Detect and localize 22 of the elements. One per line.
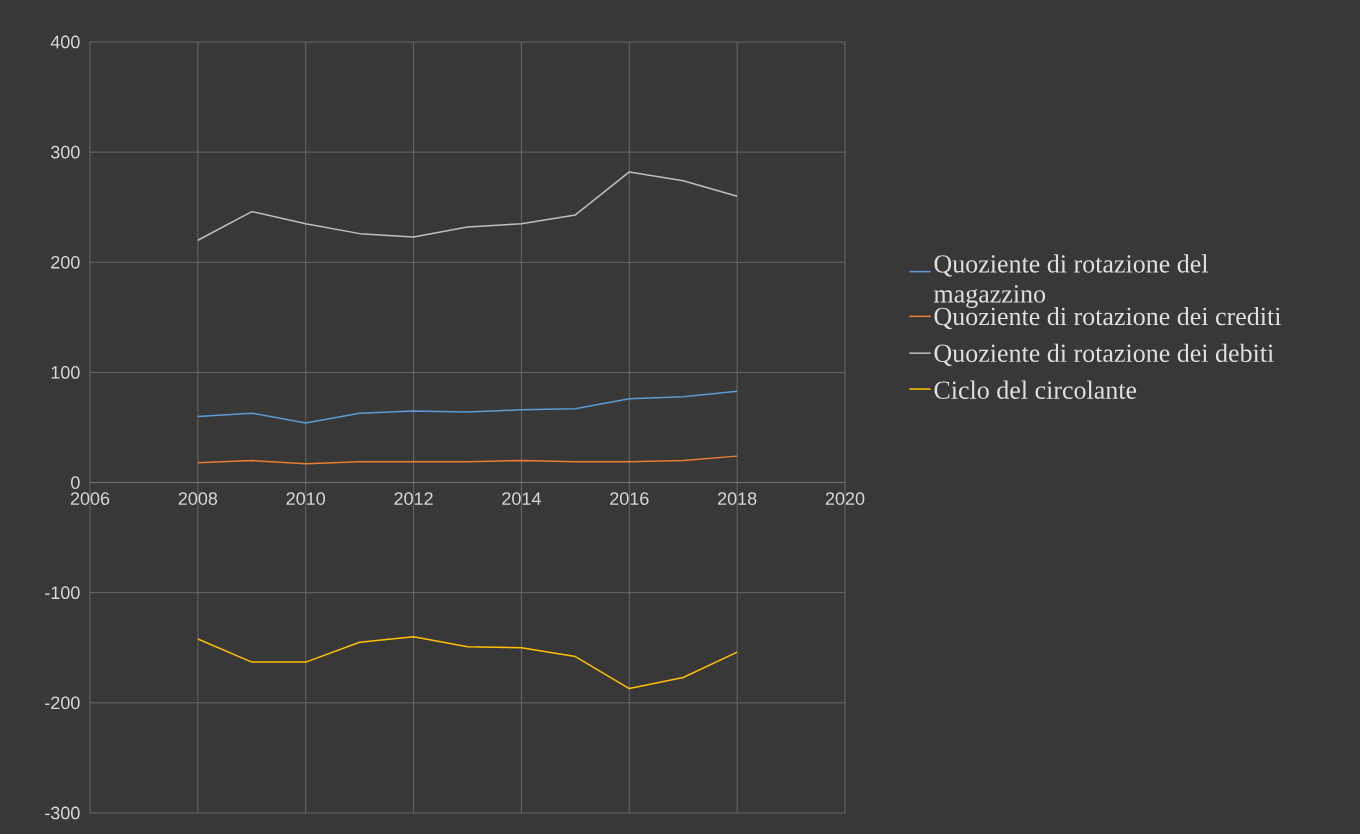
x-tick-label: 2012 [394,492,433,505]
y-tick-label: 0 [71,476,80,489]
y-tick-label: 100 [51,366,80,379]
legend-label: Quoziente di rotazione dei debiti [934,343,1274,367]
y-tick-label: 400 [50,35,80,49]
x-tick-label: 2016 [610,492,649,505]
y-tick-label: -200 [45,696,80,710]
x-tick-label: 2008 [178,492,218,505]
y-tick-label: 200 [51,255,80,269]
x-tick-label: 2018 [718,492,757,505]
y-tick-label: 300 [51,145,80,159]
x-tick-label: 2020 [825,492,865,505]
y-tick-label: -100 [45,586,80,600]
line-series [197,390,738,424]
x-tick-label: 2006 [70,492,110,505]
x-tick-label: 2014 [502,492,541,505]
line-series [197,171,738,241]
y-tick-label: -300 [45,806,80,820]
x-tick-label: 2010 [286,492,326,505]
legend-label: Ciclo del circolante [934,380,1137,399]
line-series [197,636,738,690]
legend-label: Quoziente di rotazione dei crediti [934,306,1281,330]
